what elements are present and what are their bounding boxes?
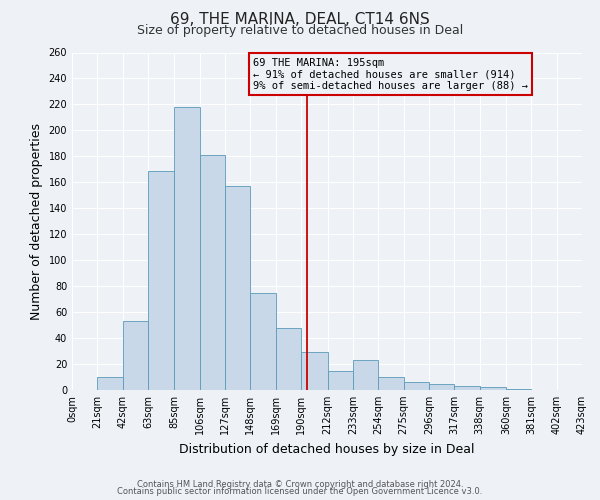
X-axis label: Distribution of detached houses by size in Deal: Distribution of detached houses by size … xyxy=(179,442,475,456)
Bar xyxy=(97,377,122,390)
Bar xyxy=(454,386,479,390)
Bar xyxy=(353,360,378,390)
Text: Contains HM Land Registry data © Crown copyright and database right 2024.: Contains HM Land Registry data © Crown c… xyxy=(137,480,463,489)
Bar xyxy=(276,328,301,390)
Bar xyxy=(175,107,200,390)
Bar xyxy=(404,382,429,390)
Bar xyxy=(506,388,532,390)
Text: Contains public sector information licensed under the Open Government Licence v3: Contains public sector information licen… xyxy=(118,487,482,496)
Bar xyxy=(328,370,353,390)
Bar xyxy=(225,186,250,390)
Bar xyxy=(148,170,175,390)
Y-axis label: Number of detached properties: Number of detached properties xyxy=(30,122,43,320)
Bar xyxy=(479,388,506,390)
Bar xyxy=(250,292,276,390)
Bar xyxy=(378,377,404,390)
Bar xyxy=(429,384,454,390)
Text: Size of property relative to detached houses in Deal: Size of property relative to detached ho… xyxy=(137,24,463,37)
Text: 69, THE MARINA, DEAL, CT14 6NS: 69, THE MARINA, DEAL, CT14 6NS xyxy=(170,12,430,28)
Bar xyxy=(122,321,148,390)
Bar xyxy=(301,352,328,390)
Bar xyxy=(200,155,225,390)
Text: 69 THE MARINA: 195sqm
← 91% of detached houses are smaller (914)
9% of semi-deta: 69 THE MARINA: 195sqm ← 91% of detached … xyxy=(253,58,528,91)
